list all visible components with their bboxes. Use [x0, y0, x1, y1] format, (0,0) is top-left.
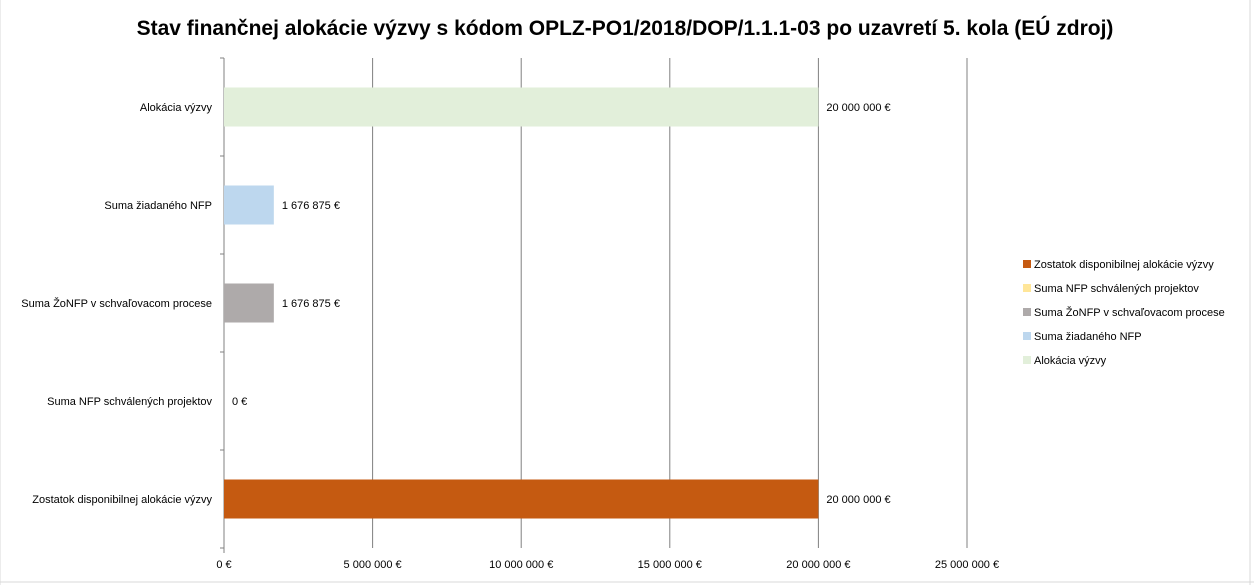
data-label: 20 000 000 € — [826, 102, 890, 114]
bar — [224, 479, 819, 519]
category-label: Alokácia výzvy — [140, 102, 213, 114]
data-label: 1 676 875 € — [282, 298, 340, 310]
legend-label: Suma ŽoNFP v schvaľovacom procese — [1034, 306, 1225, 319]
x-tick-label: 5 000 000 € — [344, 559, 402, 571]
data-label: 1 676 875 € — [282, 200, 340, 212]
legend-swatch — [1023, 308, 1031, 316]
tick-labels: 0 € 5 000 000 € 10 000 000 € 15 000 000 € 20… — [216, 559, 999, 571]
x-tick-label: 10 000 000 € — [489, 559, 553, 571]
bars — [224, 87, 819, 519]
category-label: Suma ŽoNFP v schvaľovacom procese — [21, 297, 212, 310]
x-tick-label: 20 000 000 € — [786, 559, 850, 571]
bar — [224, 87, 819, 127]
x-tick-label: 25 000 000 € — [935, 559, 999, 571]
legend-label: Suma žiadaného NFP — [1034, 331, 1142, 343]
gridlines — [372, 58, 968, 548]
legend-swatch — [1023, 356, 1031, 364]
legend-swatch — [1023, 260, 1031, 268]
legend-swatch — [1023, 332, 1031, 340]
bar — [224, 185, 274, 225]
legend-label: Alokácia výzvy — [1034, 355, 1107, 367]
legend-label: Suma NFP schválených projektov — [1034, 283, 1199, 295]
category-label: Suma NFP schválených projektov — [47, 396, 212, 408]
chart-title: Stav finančnej alokácie výzvy s kódom OP… — [137, 16, 1114, 40]
legend-label: Zostatok disponibilnej alokácie výzvy — [1034, 259, 1214, 271]
legend: Zostatok disponibilnej alokácie výzvy Sum… — [1023, 259, 1225, 367]
legend-swatch — [1023, 284, 1031, 292]
category-labels: Alokácia výzvy Suma žiadaného NFP Suma ŽoN… — [21, 102, 212, 506]
data-labels: 20 000 000 € 1 676 875 € 1 676 875 € 0 € 20 … — [232, 102, 891, 506]
x-tick-label: 15 000 000 € — [638, 559, 702, 571]
axis — [220, 57, 225, 553]
bar — [224, 283, 274, 323]
category-label: Suma žiadaného NFP — [104, 200, 212, 212]
category-label: Zostatok disponibilnej alokácie výzvy — [32, 494, 212, 506]
data-label: 20 000 000 € — [826, 494, 890, 506]
data-label: 0 € — [232, 396, 247, 408]
x-tick-label: 0 € — [216, 559, 231, 571]
